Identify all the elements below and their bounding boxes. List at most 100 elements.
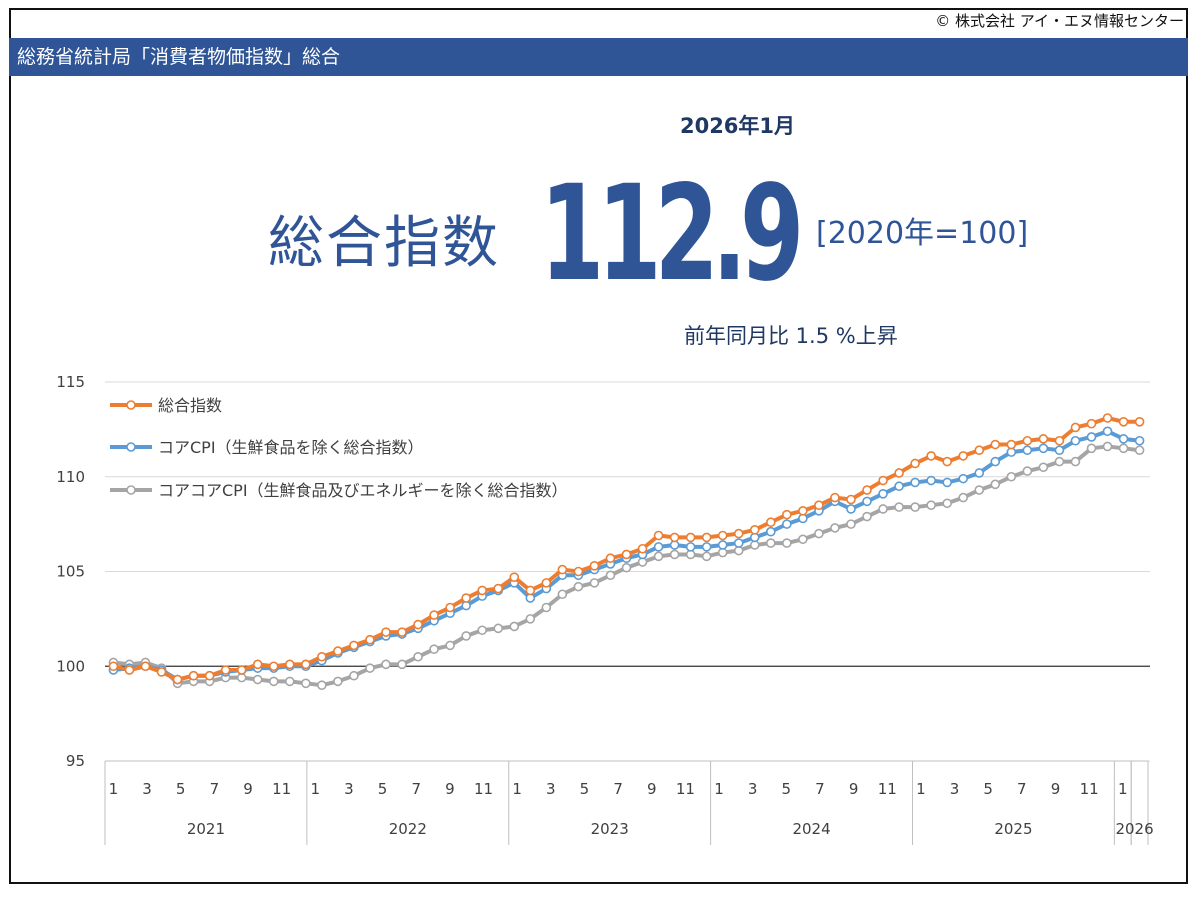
series-point-0 <box>749 525 760 535</box>
x-month-tick: 9 <box>1051 780 1061 798</box>
series-point-0 <box>1102 413 1113 423</box>
series-point-1 <box>1022 445 1033 456</box>
series-point-0 <box>958 451 969 461</box>
series-point-2 <box>509 621 520 632</box>
series-point-2 <box>1022 466 1033 476</box>
series-point-2 <box>1054 456 1065 467</box>
series-point-0 <box>1022 435 1033 446</box>
headline-label: 総合指数 <box>268 211 500 276</box>
series-point-0 <box>413 619 423 630</box>
series-point-0 <box>381 627 391 637</box>
title-bar: 総務省統計局「消費者物価指数」総合 <box>9 38 1188 76</box>
series-point-0 <box>605 553 616 564</box>
series-point-2 <box>493 623 504 634</box>
series-point-2 <box>910 502 920 512</box>
x-month-tick: 11 <box>676 780 695 798</box>
series-point-2 <box>1102 441 1113 452</box>
series-point-2 <box>766 538 776 548</box>
x-month-tick: 7 <box>411 780 421 798</box>
x-month-tick: 5 <box>378 780 388 798</box>
series-point-0 <box>301 659 311 670</box>
series-point-0 <box>814 500 824 510</box>
x-year-label: 2023 <box>591 820 629 838</box>
series-point-2 <box>1070 456 1081 467</box>
series-point-1 <box>942 477 952 488</box>
series-point-1 <box>717 540 728 550</box>
x-month-tick: 9 <box>445 780 455 798</box>
x-month-tick: 3 <box>344 780 354 798</box>
series-point-2 <box>381 659 391 670</box>
y-tick-label: 95 <box>66 752 85 770</box>
series-point-0 <box>124 665 135 675</box>
series-point-2 <box>846 519 856 529</box>
series-point-2 <box>878 504 888 514</box>
series-point-1 <box>878 489 888 499</box>
series-point-2 <box>284 676 295 687</box>
series-point-0 <box>637 543 648 554</box>
series-point-1 <box>974 468 985 478</box>
series-point-0 <box>830 492 840 503</box>
x-month-tick: 9 <box>243 780 253 798</box>
series-point-2 <box>926 500 936 510</box>
legend-marker-2 <box>126 485 136 495</box>
y-tick-label: 105 <box>56 563 85 581</box>
series-point-1 <box>1118 434 1129 444</box>
x-year-label: 2026 <box>1115 820 1153 838</box>
series-point-2 <box>413 651 423 662</box>
series-point-2 <box>541 602 552 613</box>
series-point-1 <box>685 542 696 552</box>
x-month-tick: 7 <box>815 780 825 798</box>
legend-label-0: 総合指数 <box>158 396 222 415</box>
x-month-tick: 5 <box>782 780 792 798</box>
series-point-2 <box>1134 445 1145 456</box>
x-year-label: 2024 <box>792 820 830 838</box>
x-year-label: 2021 <box>187 820 225 838</box>
series-point-1 <box>1086 432 1097 442</box>
series-point-0 <box>1054 435 1065 446</box>
series-point-0 <box>317 651 327 662</box>
x-year-label: 2025 <box>994 820 1032 838</box>
series-point-2 <box>830 523 840 533</box>
series-point-2 <box>525 614 536 624</box>
x-month-tick: 9 <box>647 780 657 798</box>
x-month-tick: 1 <box>512 780 522 798</box>
series-point-0 <box>878 475 888 486</box>
report-month: 2026年1月 <box>679 114 796 138</box>
series-point-0 <box>942 456 952 467</box>
series-point-0 <box>782 509 792 520</box>
x-month-tick: 1 <box>311 780 321 798</box>
series-point-0 <box>252 659 263 670</box>
x-month-tick: 9 <box>849 780 859 798</box>
series-point-2 <box>589 578 600 588</box>
series-point-2 <box>942 498 952 509</box>
series-point-0 <box>333 646 343 656</box>
series-point-0 <box>589 561 600 571</box>
x-month-tick: 1 <box>916 780 926 798</box>
series-point-1 <box>862 496 872 507</box>
series-point-0 <box>573 566 584 577</box>
x-month-tick: 1 <box>714 780 724 798</box>
x-month-tick: 11 <box>474 780 493 798</box>
series-point-0 <box>188 670 199 681</box>
x-month-tick: 5 <box>176 780 186 798</box>
series-point-0 <box>108 661 119 672</box>
series-point-0 <box>236 665 247 675</box>
base-year-note: [2020年=100] <box>816 216 1029 251</box>
series-point-2 <box>397 659 407 670</box>
x-month-tick: 3 <box>546 780 556 798</box>
series-point-2 <box>798 534 808 545</box>
series-point-2 <box>701 551 712 562</box>
page-title: 総務省統計局「消費者物価指数」総合 <box>17 46 341 68</box>
series-point-0 <box>156 667 167 677</box>
x-month-tick: 11 <box>272 780 291 798</box>
series-point-1 <box>782 519 792 529</box>
series-point-0 <box>220 665 231 675</box>
series-point-0 <box>1086 418 1097 429</box>
series-point-0 <box>429 610 439 620</box>
headline-value: 112.9 <box>540 157 804 311</box>
series-point-0 <box>525 585 536 596</box>
series-point-0 <box>509 572 520 582</box>
series-point-2 <box>301 678 311 689</box>
series-point-2 <box>461 631 471 641</box>
legend-marker-1 <box>126 442 136 452</box>
